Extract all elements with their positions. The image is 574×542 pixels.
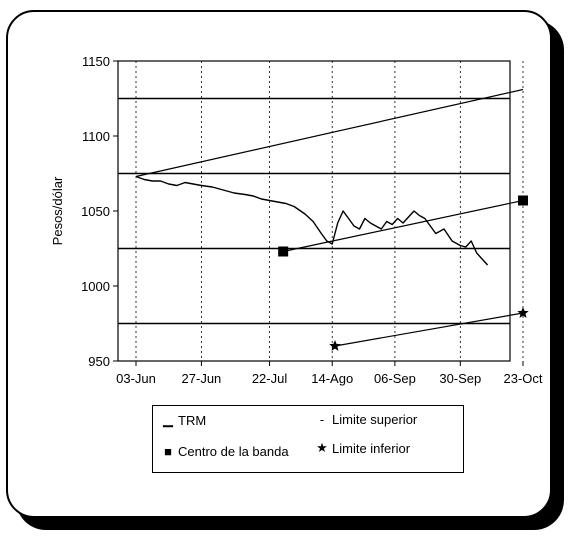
legend-swatch-trm: ▁	[163, 412, 173, 427]
series-line-limite-inferior	[334, 312, 524, 347]
legend-swatch-limite-superior: -	[319, 412, 325, 427]
y-tick-label: 1000	[81, 279, 110, 294]
x-tick-label: 23-Oct	[503, 371, 542, 386]
legend-label-limite-inferior: Limite inferior	[332, 440, 411, 456]
x-tick-label: 30-Sep	[439, 371, 481, 386]
legend-label-centro: Centro de la banda	[178, 444, 289, 459]
series-line-limite-superior	[135, 88, 524, 178]
x-tick-label: 22-Jul	[252, 371, 288, 386]
legend-label-trm: TRM	[178, 412, 207, 428]
y-tick-label: 1150	[82, 54, 110, 69]
legend-item-centro: ■ Centro de la banda	[161, 444, 289, 459]
y-tick-label: 1100	[82, 129, 110, 144]
legend-item-limite-superior: - Limite superior	[315, 412, 417, 427]
marker-square-centro-de-la-banda	[518, 195, 528, 206]
y-axis-label: Pesos/dólar	[50, 176, 65, 245]
x-tick-label: 14-Ago	[311, 371, 353, 386]
x-tick-label: 27-Jun	[182, 371, 222, 386]
legend-item-limite-inferior: ★ Limite inferior	[315, 440, 410, 456]
legend-swatch-limite-inferior: ★	[316, 440, 328, 455]
x-tick-label: 03-Jun	[116, 371, 156, 386]
legend-item-trm: ▁ TRM	[161, 412, 206, 428]
legend: ▁ TRM - Limite superior ■ Centro de la b…	[152, 405, 464, 473]
marker-star-limite-inferior	[517, 307, 529, 318]
y-tick-label: 1050	[81, 204, 110, 219]
x-tick-label: 06-Sep	[374, 371, 416, 386]
y-tick-label: 950	[88, 354, 110, 369]
series-line-centro-de-la-banda	[283, 199, 524, 253]
marker-star-limite-inferior	[329, 340, 341, 351]
series-line-trm	[135, 175, 489, 266]
marker-square-centro-de-la-banda	[278, 246, 289, 257]
legend-label-limite-superior: Limite superior	[332, 412, 418, 427]
legend-swatch-centro: ■	[164, 444, 172, 459]
